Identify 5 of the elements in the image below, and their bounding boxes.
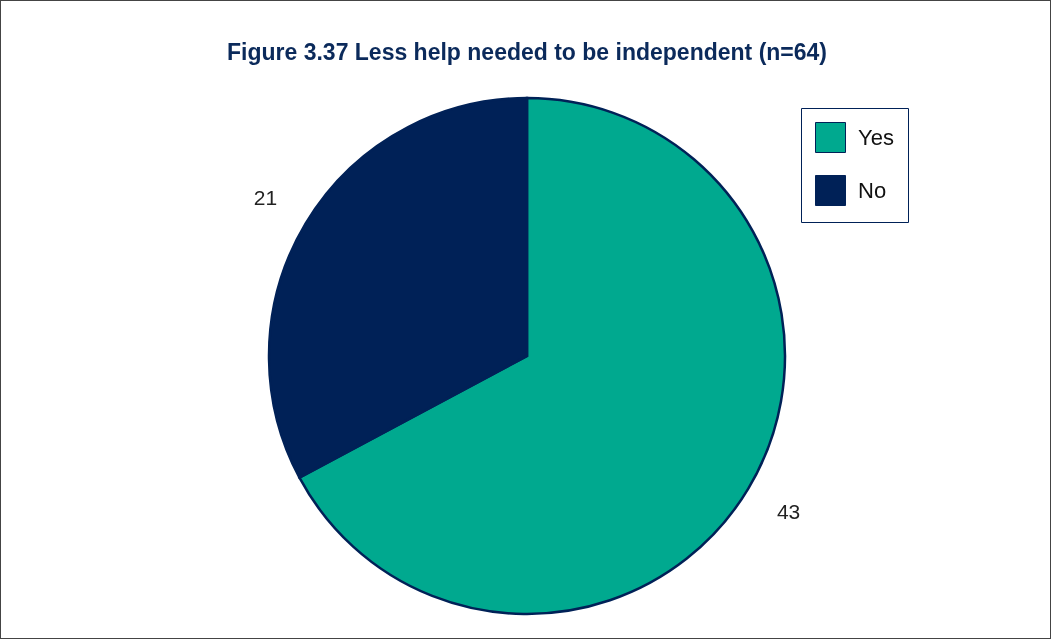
data-label: 43 bbox=[776, 499, 801, 523]
chart-title: Figure 3.37 Less help needed to be independent (n=64) bbox=[226, 39, 828, 65]
legend-label: No bbox=[858, 177, 887, 203]
data-label: 21 bbox=[253, 186, 278, 210]
legend-label: Yes bbox=[858, 124, 894, 150]
